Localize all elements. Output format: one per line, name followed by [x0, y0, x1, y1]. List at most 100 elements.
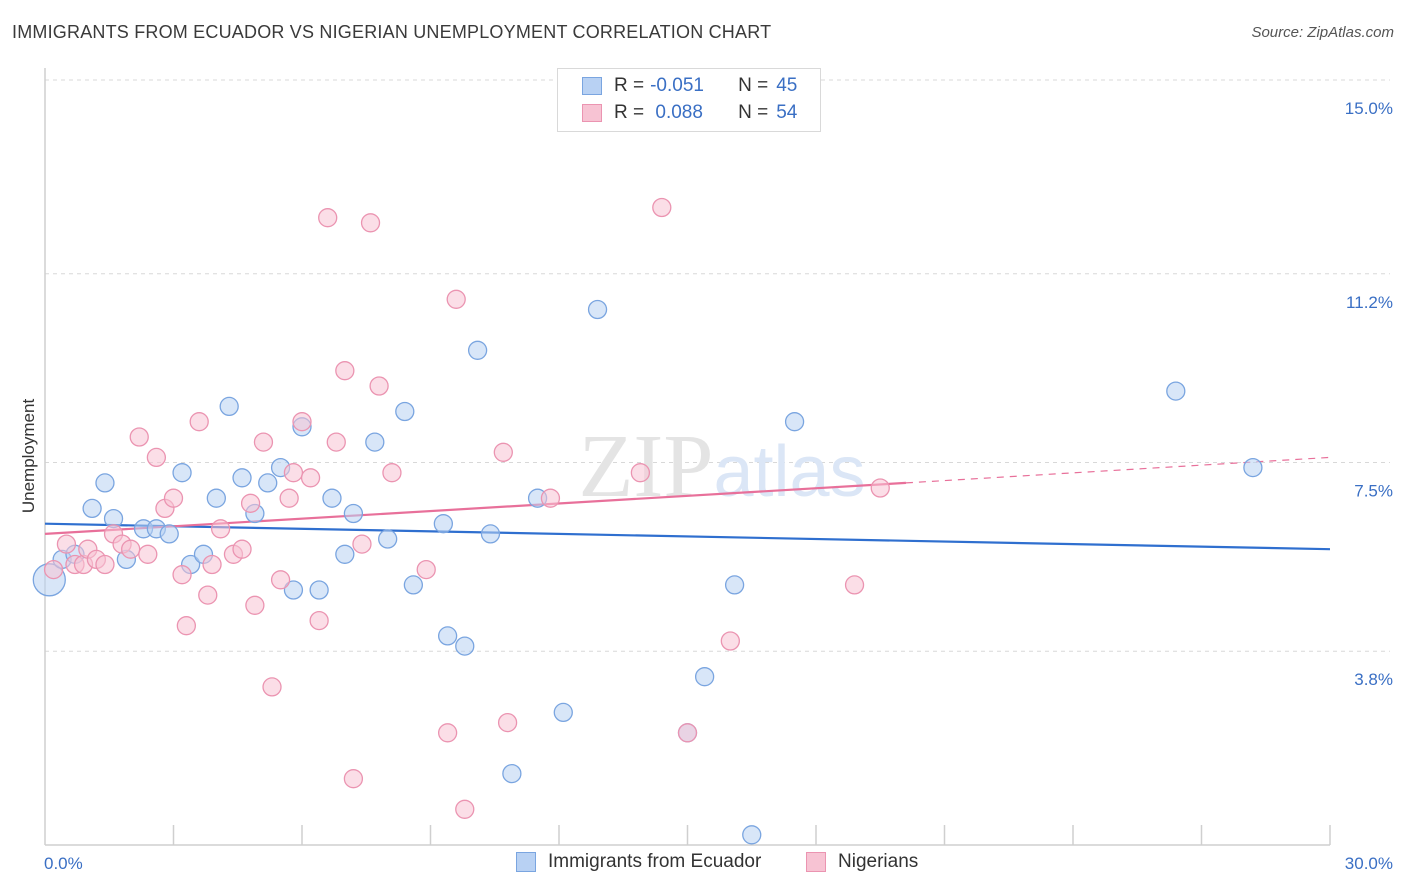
- legend-item-nigerians: Nigerians: [806, 851, 918, 873]
- series-legend: Immigrants from Ecuador Nigerians: [0, 851, 1406, 877]
- point-ecuador: [553, 702, 573, 723]
- point-nigerians: [163, 488, 184, 508]
- point-ecuador: [335, 544, 355, 564]
- legend-r-label: R =: [614, 75, 645, 96]
- legend-r-label: R =: [614, 102, 645, 123]
- point-ecuador: [784, 412, 805, 432]
- point-ecuador: [455, 636, 475, 656]
- legend-swatch-pink: [582, 104, 602, 122]
- point-nigerians: [540, 488, 561, 508]
- legend-label-ecuador: Immigrants from Ecuador: [548, 851, 762, 872]
- point-nigerians: [455, 799, 475, 819]
- y-axis-label: Unemployment: [19, 399, 38, 514]
- chart-title: IMMIGRANTS FROM ECUADOR VS NIGERIAN UNEM…: [12, 22, 772, 42]
- legend-item-ecuador: Immigrants from Ecuador: [516, 851, 761, 873]
- point-nigerians: [335, 361, 355, 381]
- point-ecuador: [322, 488, 342, 508]
- point-ecuador: [403, 575, 424, 595]
- point-nigerians: [292, 412, 312, 432]
- point-ecuador: [283, 580, 304, 600]
- point-nigerians: [652, 197, 672, 218]
- point-nigerians: [43, 559, 64, 580]
- point-nigerians: [309, 610, 329, 631]
- legend-swatch-nigerians: [806, 852, 826, 872]
- point-ecuador: [1243, 457, 1263, 478]
- tick-labels: 3.8% 7.5% 11.2% 15.0% 0.0% 30.0%: [44, 99, 1393, 873]
- point-ecuador: [742, 825, 762, 845]
- point-nigerians: [253, 432, 274, 452]
- point-ecuador: [587, 299, 608, 320]
- point-nigerians: [270, 570, 291, 590]
- point-ecuador: [258, 473, 278, 493]
- legend-row-ecuador: R = -0.051 N = 45: [558, 73, 797, 99]
- point-ecuador: [172, 463, 192, 483]
- point-nigerians: [283, 463, 304, 483]
- point-ecuador: [378, 529, 398, 549]
- point-nigerians: [382, 463, 402, 483]
- point-nigerians: [240, 493, 261, 513]
- legend-r-value: 0.088: [650, 102, 703, 123]
- legend-swatch-ecuador: [516, 852, 536, 872]
- point-nigerians: [493, 442, 513, 462]
- trend-line-nigerians: [44, 481, 907, 535]
- trend-line-nigerians-extension: [905, 456, 1331, 484]
- point-nigerians: [176, 616, 197, 636]
- point-nigerians: [146, 447, 167, 468]
- point-ecuador: [437, 626, 458, 646]
- point-ecuador: [694, 667, 715, 687]
- point-nigerians: [56, 534, 77, 554]
- point-nigerians: [95, 554, 115, 575]
- legend-row-nigerians: R = 0.088 N = 54: [558, 100, 797, 126]
- point-nigerians: [318, 208, 338, 228]
- x-tick-label: 0.0%: [44, 854, 83, 873]
- point-nigerians: [870, 478, 890, 498]
- point-nigerians: [352, 534, 372, 554]
- legend-swatch-blue: [582, 77, 602, 95]
- point-nigerians: [446, 289, 466, 309]
- y-tick-label: 11.2%: [1346, 293, 1393, 312]
- point-ecuador: [309, 580, 329, 600]
- watermark: ZIPatlas: [578, 417, 865, 516]
- y-tick-label: 3.8%: [1354, 670, 1393, 689]
- source-label: Source: ZipAtlas.com: [1251, 24, 1394, 41]
- point-ecuador: [467, 340, 488, 360]
- data-points: [32, 197, 1263, 845]
- point-ecuador: [219, 396, 239, 417]
- point-ecuador: [1166, 381, 1186, 401]
- legend-n-label: N =: [738, 75, 769, 96]
- point-nigerians: [360, 213, 381, 233]
- axes: [44, 68, 1331, 846]
- point-nigerians: [437, 723, 458, 743]
- point-nigerians: [497, 712, 518, 733]
- point-ecuador: [502, 763, 522, 784]
- point-ecuador: [206, 488, 226, 508]
- point-ecuador: [395, 401, 415, 422]
- point-nigerians: [326, 432, 346, 452]
- point-ecuador: [433, 514, 454, 534]
- point-nigerians: [720, 631, 740, 651]
- point-ecuador: [343, 503, 364, 524]
- point-nigerians: [232, 539, 252, 559]
- legend-n-label: N =: [738, 102, 769, 123]
- trend-line-ecuador: [44, 522, 1331, 551]
- point-nigerians: [210, 519, 231, 539]
- point-nigerians: [279, 488, 299, 508]
- y-tick-label: 7.5%: [1354, 482, 1393, 501]
- point-nigerians: [300, 468, 321, 488]
- point-ecuador: [159, 524, 179, 544]
- legend-r-value: -0.051: [650, 75, 704, 96]
- stats-legend: R = -0.051 N = 45 R = 0.088 N = 54: [557, 68, 821, 132]
- point-nigerians: [121, 539, 141, 559]
- point-nigerians: [416, 559, 436, 580]
- point-nigerians: [262, 677, 282, 697]
- grid-lines: [45, 79, 1390, 652]
- point-ecuador: [480, 524, 501, 544]
- point-nigerians: [189, 412, 209, 432]
- point-ecuador: [724, 575, 745, 595]
- point-nigerians: [202, 554, 222, 575]
- point-nigerians: [129, 427, 149, 447]
- point-nigerians: [630, 463, 651, 483]
- point-ecuador: [232, 468, 252, 488]
- point-ecuador: [82, 498, 102, 519]
